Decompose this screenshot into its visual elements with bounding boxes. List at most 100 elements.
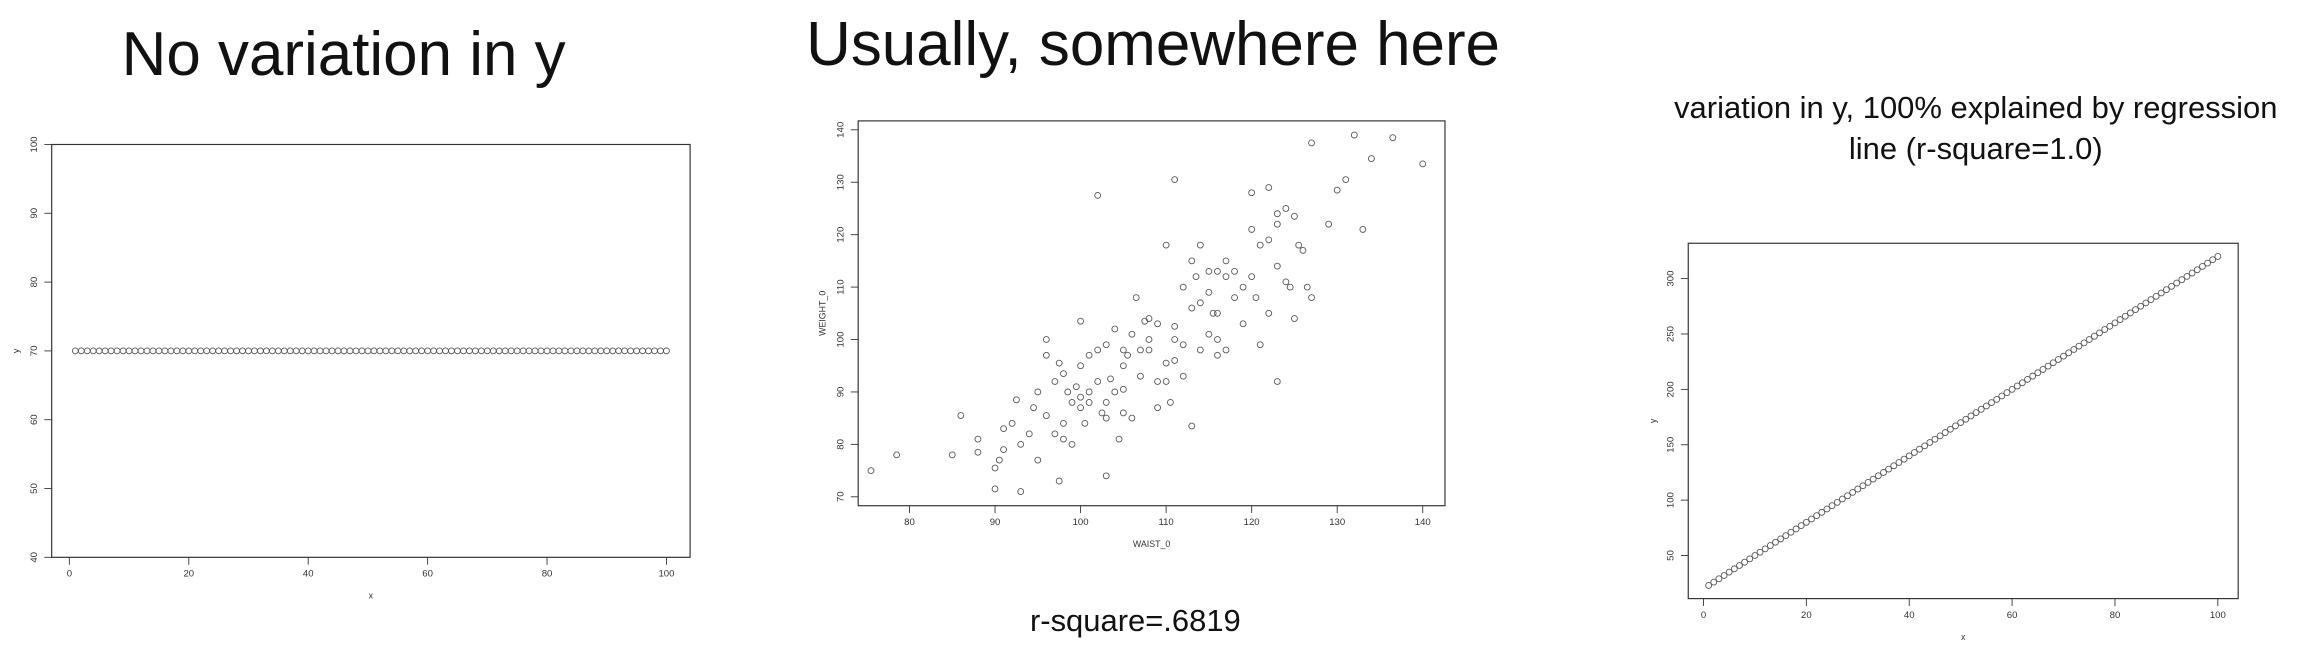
x-tick-label: 0 bbox=[1701, 610, 1706, 621]
point bbox=[430, 347, 437, 355]
point bbox=[1874, 472, 1882, 480]
point bbox=[1252, 294, 1260, 301]
point bbox=[334, 347, 342, 355]
point bbox=[1282, 278, 1290, 286]
point bbox=[1085, 351, 1093, 359]
y-tick-label: 60 bbox=[29, 414, 40, 425]
point bbox=[1952, 422, 1959, 430]
point bbox=[1333, 186, 1341, 194]
point bbox=[1756, 548, 1764, 556]
x-tick-label: 0 bbox=[67, 568, 72, 579]
point bbox=[1761, 545, 1769, 553]
point bbox=[2209, 256, 2217, 264]
point bbox=[1137, 372, 1144, 380]
y-tick-label: 50 bbox=[29, 483, 40, 494]
point bbox=[1154, 320, 1161, 328]
point bbox=[489, 347, 497, 355]
point bbox=[251, 347, 258, 355]
point bbox=[543, 347, 551, 355]
point bbox=[2008, 385, 2016, 393]
point bbox=[1291, 212, 1298, 220]
point bbox=[2147, 296, 2155, 304]
point bbox=[2044, 362, 2052, 370]
point bbox=[1094, 378, 1102, 385]
point bbox=[893, 451, 901, 459]
x-axis-label: WAIST_0 bbox=[1133, 539, 1171, 549]
point bbox=[2018, 379, 2026, 387]
point bbox=[1171, 336, 1179, 343]
point bbox=[1111, 325, 1119, 333]
point bbox=[2214, 253, 2222, 260]
point bbox=[1248, 273, 1256, 280]
point bbox=[657, 347, 664, 355]
point bbox=[1162, 359, 1170, 367]
y-tick-label: 100 bbox=[29, 136, 40, 152]
point bbox=[1946, 425, 1954, 433]
point bbox=[203, 347, 211, 355]
point bbox=[2096, 329, 2103, 337]
point bbox=[1864, 479, 1872, 486]
point bbox=[495, 347, 503, 355]
point bbox=[501, 347, 509, 355]
point bbox=[2024, 376, 2031, 383]
point bbox=[2013, 382, 2021, 390]
point bbox=[974, 448, 982, 456]
x-tick-label: 80 bbox=[542, 568, 553, 579]
point bbox=[179, 347, 187, 355]
point bbox=[974, 435, 982, 443]
y-axis-label: y bbox=[1648, 418, 1658, 423]
y-tick-label: 90 bbox=[29, 208, 40, 219]
point bbox=[1869, 475, 1877, 483]
point bbox=[245, 347, 252, 355]
point bbox=[1900, 455, 1908, 463]
point bbox=[519, 347, 527, 355]
point bbox=[531, 347, 539, 355]
point bbox=[1265, 236, 1273, 244]
y-axis-label: WEIGHT_0 bbox=[818, 291, 828, 336]
point bbox=[2157, 289, 2165, 297]
point bbox=[2173, 279, 2181, 287]
point bbox=[2142, 299, 2150, 307]
point bbox=[2111, 319, 2119, 327]
point bbox=[1248, 189, 1256, 197]
x-axis-label: x bbox=[369, 591, 374, 601]
point bbox=[1008, 420, 1016, 427]
point bbox=[639, 347, 646, 355]
point bbox=[2034, 369, 2042, 377]
point bbox=[1741, 558, 1749, 566]
point bbox=[1859, 482, 1867, 490]
point bbox=[71, 347, 79, 355]
point bbox=[2101, 326, 2109, 333]
point bbox=[1000, 446, 1007, 454]
point bbox=[1818, 508, 1826, 516]
point bbox=[185, 347, 193, 355]
point bbox=[1154, 404, 1161, 412]
point bbox=[567, 347, 575, 355]
point bbox=[1013, 396, 1020, 404]
point bbox=[233, 347, 240, 355]
point bbox=[1111, 388, 1119, 396]
point bbox=[1936, 432, 1944, 440]
point bbox=[2121, 312, 2129, 320]
point bbox=[1102, 414, 1110, 422]
point bbox=[388, 347, 396, 355]
point bbox=[1132, 294, 1140, 301]
x-tick-label: 40 bbox=[303, 568, 314, 579]
point bbox=[2116, 316, 2124, 323]
point bbox=[477, 347, 485, 355]
point bbox=[1042, 336, 1050, 343]
x-tick-label: 100 bbox=[1073, 517, 1089, 528]
point bbox=[1017, 440, 1025, 448]
point bbox=[1145, 336, 1153, 343]
point bbox=[2085, 336, 2093, 343]
point bbox=[1273, 220, 1281, 228]
point bbox=[1068, 399, 1076, 406]
point bbox=[1214, 267, 1221, 275]
y-tick-label: 200 bbox=[1666, 381, 1677, 397]
point bbox=[1962, 415, 1970, 423]
point bbox=[1179, 283, 1187, 291]
point bbox=[1890, 462, 1898, 470]
point bbox=[651, 347, 658, 355]
point bbox=[1967, 412, 1975, 420]
point bbox=[507, 347, 515, 355]
